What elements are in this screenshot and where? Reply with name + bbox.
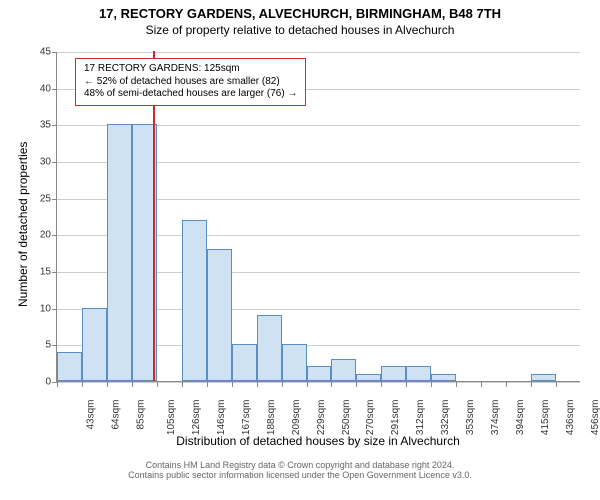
xtick-mark bbox=[431, 382, 432, 387]
histogram-bar bbox=[82, 308, 107, 381]
xtick-label: 374sqm bbox=[490, 400, 501, 436]
ytick-label: 40 bbox=[23, 83, 51, 94]
annot-line: 17 RECTORY GARDENS: 125sqm bbox=[84, 63, 297, 76]
xtick-label: 332sqm bbox=[440, 400, 451, 436]
xtick-mark bbox=[282, 382, 283, 387]
histogram-bar bbox=[182, 220, 207, 381]
gridline bbox=[57, 382, 580, 383]
histogram-bar bbox=[107, 124, 132, 381]
xtick-mark bbox=[157, 382, 158, 387]
chart-title: 17, RECTORY GARDENS, ALVECHURCH, BIRMING… bbox=[0, 0, 600, 21]
ytick-label: 45 bbox=[23, 47, 51, 58]
histogram-bar bbox=[282, 344, 307, 381]
xtick-mark bbox=[132, 382, 133, 387]
histogram-bar bbox=[207, 249, 232, 381]
ytick-mark bbox=[52, 89, 57, 90]
xtick-label: 270sqm bbox=[366, 400, 377, 436]
annot-line: 48% of semi-detached houses are larger (… bbox=[84, 88, 297, 101]
ytick-label: 35 bbox=[23, 120, 51, 131]
xtick-mark bbox=[331, 382, 332, 387]
footer-line: Contains HM Land Registry data © Crown c… bbox=[0, 460, 600, 470]
xtick-mark bbox=[506, 382, 507, 387]
xtick-mark bbox=[556, 382, 557, 387]
xtick-label: 456sqm bbox=[590, 400, 600, 436]
ytick-mark bbox=[52, 235, 57, 236]
xtick-mark bbox=[182, 382, 183, 387]
ytick-mark bbox=[52, 345, 57, 346]
reference-annotation: 17 RECTORY GARDENS: 125sqm← 52% of detac… bbox=[75, 58, 306, 106]
xtick-mark bbox=[356, 382, 357, 387]
xtick-mark bbox=[107, 382, 108, 387]
ytick-label: 5 bbox=[23, 340, 51, 351]
footer-line: Contains public sector information licen… bbox=[0, 470, 600, 480]
histogram-bar bbox=[232, 344, 257, 381]
ytick-mark bbox=[52, 199, 57, 200]
histogram-bar bbox=[431, 374, 456, 381]
ytick-mark bbox=[52, 52, 57, 53]
xtick-mark bbox=[257, 382, 258, 387]
histogram-bar bbox=[57, 352, 82, 381]
histogram-bar bbox=[406, 366, 431, 381]
xtick-mark bbox=[307, 382, 308, 387]
ytick-mark bbox=[52, 162, 57, 163]
ytick-mark bbox=[52, 125, 57, 126]
xtick-label: 43sqm bbox=[86, 400, 97, 430]
xtick-mark bbox=[207, 382, 208, 387]
xtick-mark bbox=[406, 382, 407, 387]
plot-area: 05101520253035404543sqm64sqm85sqm105sqm1… bbox=[56, 52, 580, 382]
xtick-label: 394sqm bbox=[515, 400, 526, 436]
ytick-label: 0 bbox=[23, 377, 51, 388]
xtick-label: 105sqm bbox=[166, 400, 177, 436]
xtick-mark bbox=[481, 382, 482, 387]
xtick-label: 312sqm bbox=[415, 400, 426, 436]
histogram-bar bbox=[257, 315, 282, 381]
histogram-chart: 17, RECTORY GARDENS, ALVECHURCH, BIRMING… bbox=[0, 0, 600, 500]
xtick-mark bbox=[232, 382, 233, 387]
xtick-mark bbox=[57, 382, 58, 387]
histogram-bar bbox=[381, 366, 406, 381]
xtick-label: 415sqm bbox=[540, 400, 551, 436]
xtick-label: 353sqm bbox=[465, 400, 476, 436]
xtick-label: 250sqm bbox=[341, 400, 352, 436]
histogram-bar bbox=[531, 374, 556, 381]
xtick-label: 229sqm bbox=[316, 400, 327, 436]
xtick-label: 85sqm bbox=[135, 400, 146, 430]
histogram-bar bbox=[356, 374, 381, 381]
histogram-bar bbox=[307, 366, 332, 381]
xtick-mark bbox=[531, 382, 532, 387]
ytick-mark bbox=[52, 309, 57, 310]
xtick-mark bbox=[456, 382, 457, 387]
xtick-label: 146sqm bbox=[216, 400, 227, 436]
xtick-label: 291sqm bbox=[391, 400, 402, 436]
annot-line: ← 52% of detached houses are smaller (82… bbox=[84, 76, 297, 89]
chart-subtitle: Size of property relative to detached ho… bbox=[0, 21, 600, 37]
histogram-bar bbox=[331, 359, 356, 381]
y-axis-label: Number of detached properties bbox=[16, 142, 30, 307]
xtick-mark bbox=[82, 382, 83, 387]
attribution-footer: Contains HM Land Registry data © Crown c… bbox=[0, 460, 600, 480]
xtick-label: 126sqm bbox=[191, 400, 202, 436]
xtick-label: 436sqm bbox=[565, 400, 576, 436]
xtick-label: 64sqm bbox=[110, 400, 121, 430]
gridline bbox=[57, 52, 580, 53]
xtick-label: 209sqm bbox=[291, 400, 302, 436]
ytick-mark bbox=[52, 272, 57, 273]
xtick-label: 167sqm bbox=[241, 400, 252, 436]
x-axis-label: Distribution of detached houses by size … bbox=[56, 434, 580, 448]
xtick-label: 188sqm bbox=[266, 400, 277, 436]
xtick-mark bbox=[381, 382, 382, 387]
